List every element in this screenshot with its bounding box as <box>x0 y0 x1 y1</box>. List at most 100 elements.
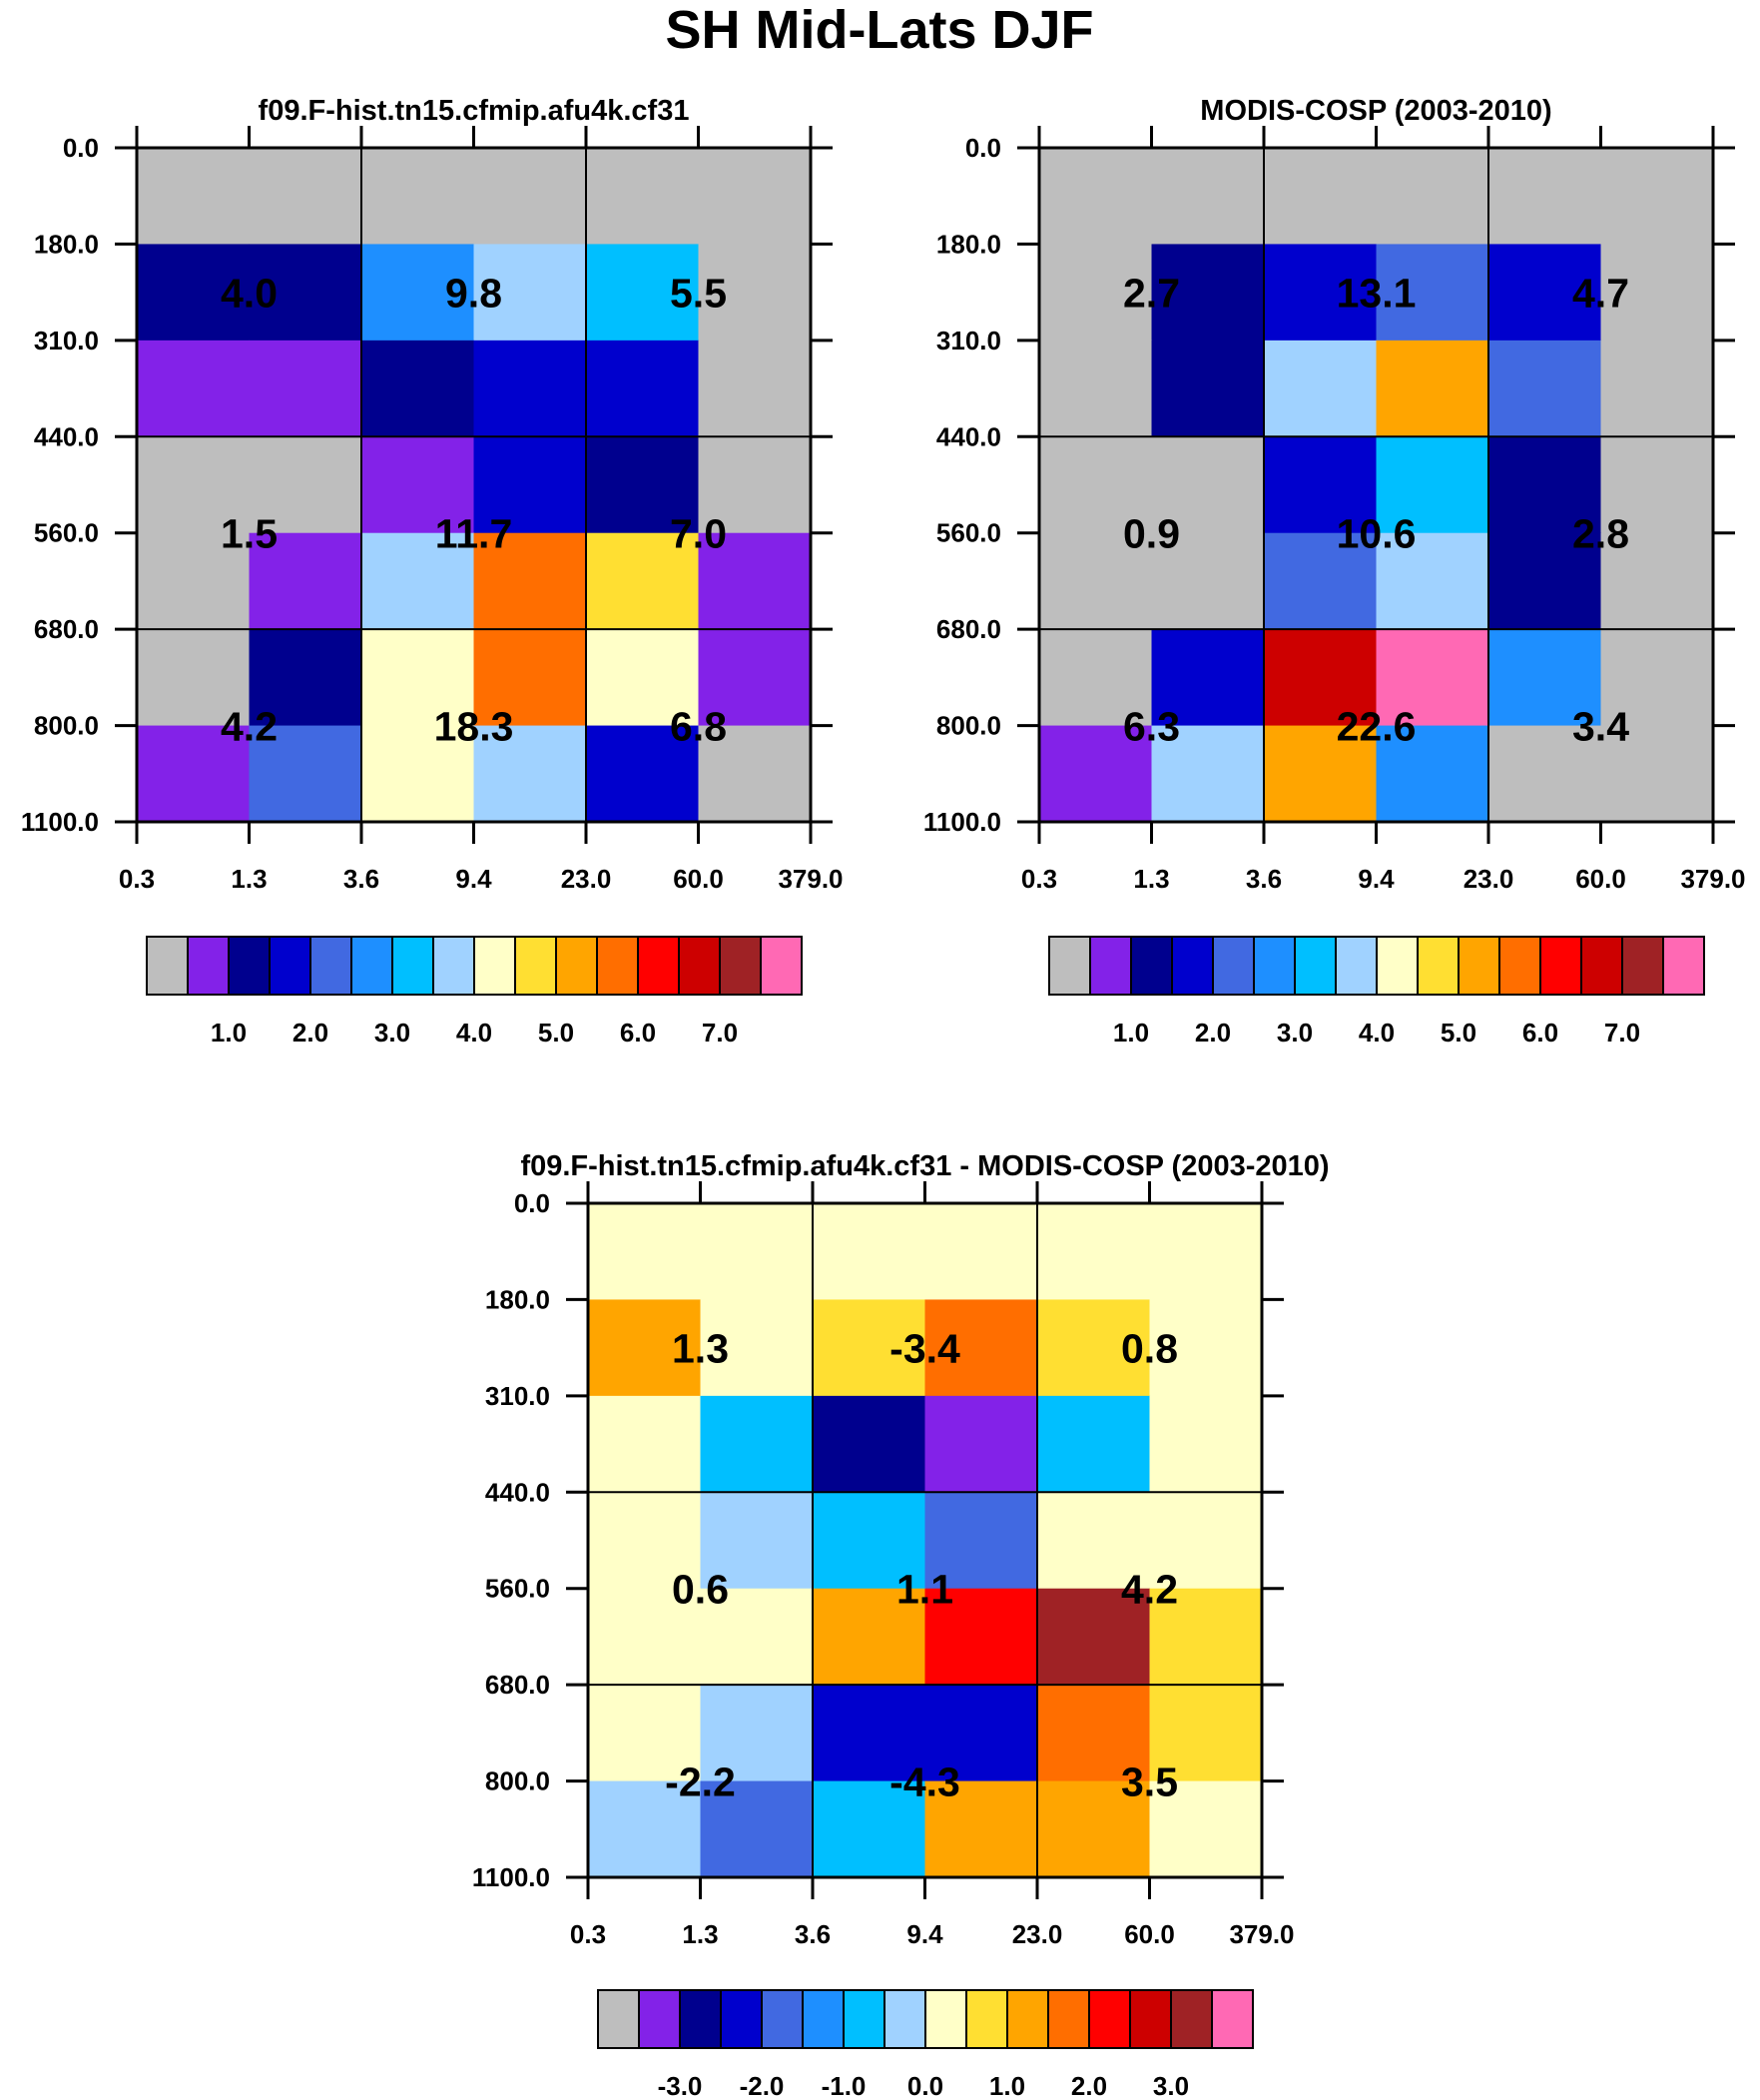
heatmap-cell <box>924 1780 1038 1878</box>
y-tick-label: 680.0 <box>936 614 1001 644</box>
y-tick-label: 310.0 <box>936 326 1001 355</box>
heatmap-cell <box>1151 629 1265 727</box>
colorbar-swatch <box>1171 936 1214 996</box>
panel-title: f09.F-hist.tn15.cfmip.afu4k.cf31 <box>259 95 690 127</box>
colorbar-label: -1.0 <box>822 2071 867 2100</box>
heatmap-cell <box>1488 629 1602 727</box>
group-value-label: 4.0 <box>221 271 278 317</box>
heatmap-cell <box>813 1780 926 1878</box>
heatmap-cell <box>1264 244 1378 342</box>
colorbar-swatch <box>720 1989 763 2049</box>
heatmap-cell <box>700 1492 814 1590</box>
heatmap-cell <box>1037 1685 1151 1782</box>
colorbar-swatch <box>309 936 352 996</box>
colorbar-label: 3.0 <box>374 1018 410 1048</box>
group-value-label: 0.6 <box>672 1567 729 1613</box>
colorbar-swatch <box>638 1989 681 2049</box>
heatmap-cell <box>1264 436 1378 534</box>
heatmap-cell <box>1264 532 1378 630</box>
heatmap-cell <box>361 340 475 437</box>
colorbar-swatch <box>1089 936 1132 996</box>
heatmap-cell <box>361 629 475 727</box>
colorbar-label: 1.0 <box>1113 1018 1149 1048</box>
group-value-label: 18.3 <box>434 704 514 750</box>
x-tick-label: 0.3 <box>570 1919 606 1949</box>
heatmap-cell <box>473 629 587 727</box>
x-tick-label: 9.4 <box>455 864 492 894</box>
heatmap-cell <box>1039 725 1153 823</box>
heatmap-cell <box>1037 1395 1151 1493</box>
colorbar-swatch <box>228 936 271 996</box>
colorbar-swatch <box>678 936 721 996</box>
colorbar-label: 2.0 <box>1195 1018 1231 1048</box>
panel-obs: MODIS-COSP (2003-2010) 0.0 180.0 310.0 440.0… <box>923 95 1746 1048</box>
heatmap-cell <box>249 725 362 823</box>
heatmap-cell <box>1039 629 1153 727</box>
heatmap-cell <box>1488 725 1602 823</box>
heatmap-cell <box>473 436 587 534</box>
heatmap-cell <box>813 1685 926 1782</box>
heatmap-cell <box>1600 436 1714 534</box>
y-tick-label: 180.0 <box>936 229 1001 259</box>
heatmap-cell <box>1151 340 1265 437</box>
x-tick-label: 60.0 <box>1575 864 1626 894</box>
group-value-label: 4.7 <box>1572 271 1629 317</box>
colorbar-label: 1.0 <box>989 2071 1025 2100</box>
heatmap-cell <box>1149 1203 1263 1301</box>
x-tick-label: 60.0 <box>1124 1919 1175 1949</box>
heatmap-cell <box>137 629 251 727</box>
heatmap-cell <box>1264 629 1378 727</box>
colorbar-swatch <box>1335 936 1378 996</box>
heatmap-cell <box>1488 244 1602 342</box>
heatmap-cell <box>698 725 812 823</box>
group-value-label: 7.0 <box>670 511 727 557</box>
heatmap-cell <box>1149 1685 1263 1782</box>
panel-title: MODIS-COSP (2003-2010) <box>1200 95 1551 127</box>
heatmap-cell <box>137 436 251 534</box>
heatmap-cell <box>249 629 362 727</box>
x-tick-label: 379.0 <box>1680 864 1745 894</box>
x-tick-label: 379.0 <box>778 864 843 894</box>
y-tick-label: 1100.0 <box>472 1862 550 1892</box>
x-tick-label: 3.6 <box>343 864 379 894</box>
heatmap-cell <box>698 244 812 342</box>
y-tick-label: 310.0 <box>34 326 99 355</box>
colorbar-label: 1.0 <box>211 1018 247 1048</box>
heatmap-cell <box>1376 244 1489 342</box>
colorbar-swatch <box>432 936 475 996</box>
heatmap-cell <box>249 436 362 534</box>
colorbar-label: -2.0 <box>740 2071 785 2100</box>
x-tick-label: 23.0 <box>1464 864 1514 894</box>
heatmap-cell <box>813 1492 926 1590</box>
x-tick-label: 9.4 <box>1358 864 1395 894</box>
heatmap-cell <box>588 1685 702 1782</box>
heatmap-cell <box>586 725 700 823</box>
colorbar-label: 2.0 <box>1071 2071 1107 2100</box>
heatmap-cell <box>813 1588 926 1686</box>
colorbar-swatch <box>1253 936 1296 996</box>
heatmap-cell <box>1376 148 1489 246</box>
group-value-label: 9.8 <box>445 271 502 317</box>
group-value-label: 1.5 <box>221 511 278 557</box>
colorbar-swatch <box>1294 936 1337 996</box>
heatmap-cell <box>249 532 362 630</box>
heatmap-cell <box>1488 340 1602 437</box>
x-tick-label: 9.4 <box>906 1919 943 1949</box>
heatmap-cell <box>924 1685 1038 1782</box>
heatmap-cell <box>1149 1588 1263 1686</box>
heatmap-cell <box>1600 532 1714 630</box>
heatmap-cell <box>1037 1492 1151 1590</box>
heatmap-cell <box>700 1588 814 1686</box>
heatmap-cell <box>361 725 475 823</box>
heatmap-cell <box>586 244 700 342</box>
heatmap-cell <box>1376 725 1489 823</box>
colorbar-swatch <box>1130 936 1173 996</box>
colorbar-swatch <box>1211 1989 1254 2049</box>
x-tick-label: 23.0 <box>1012 1919 1063 1949</box>
colorbar-swatch <box>924 1989 967 2049</box>
heatmap-cell <box>137 340 251 437</box>
y-tick-label: 440.0 <box>936 421 1001 451</box>
colorbar-swatch <box>391 936 434 996</box>
colorbar-label: 3.0 <box>1153 2071 1189 2100</box>
colorbar-swatch <box>679 1989 722 2049</box>
